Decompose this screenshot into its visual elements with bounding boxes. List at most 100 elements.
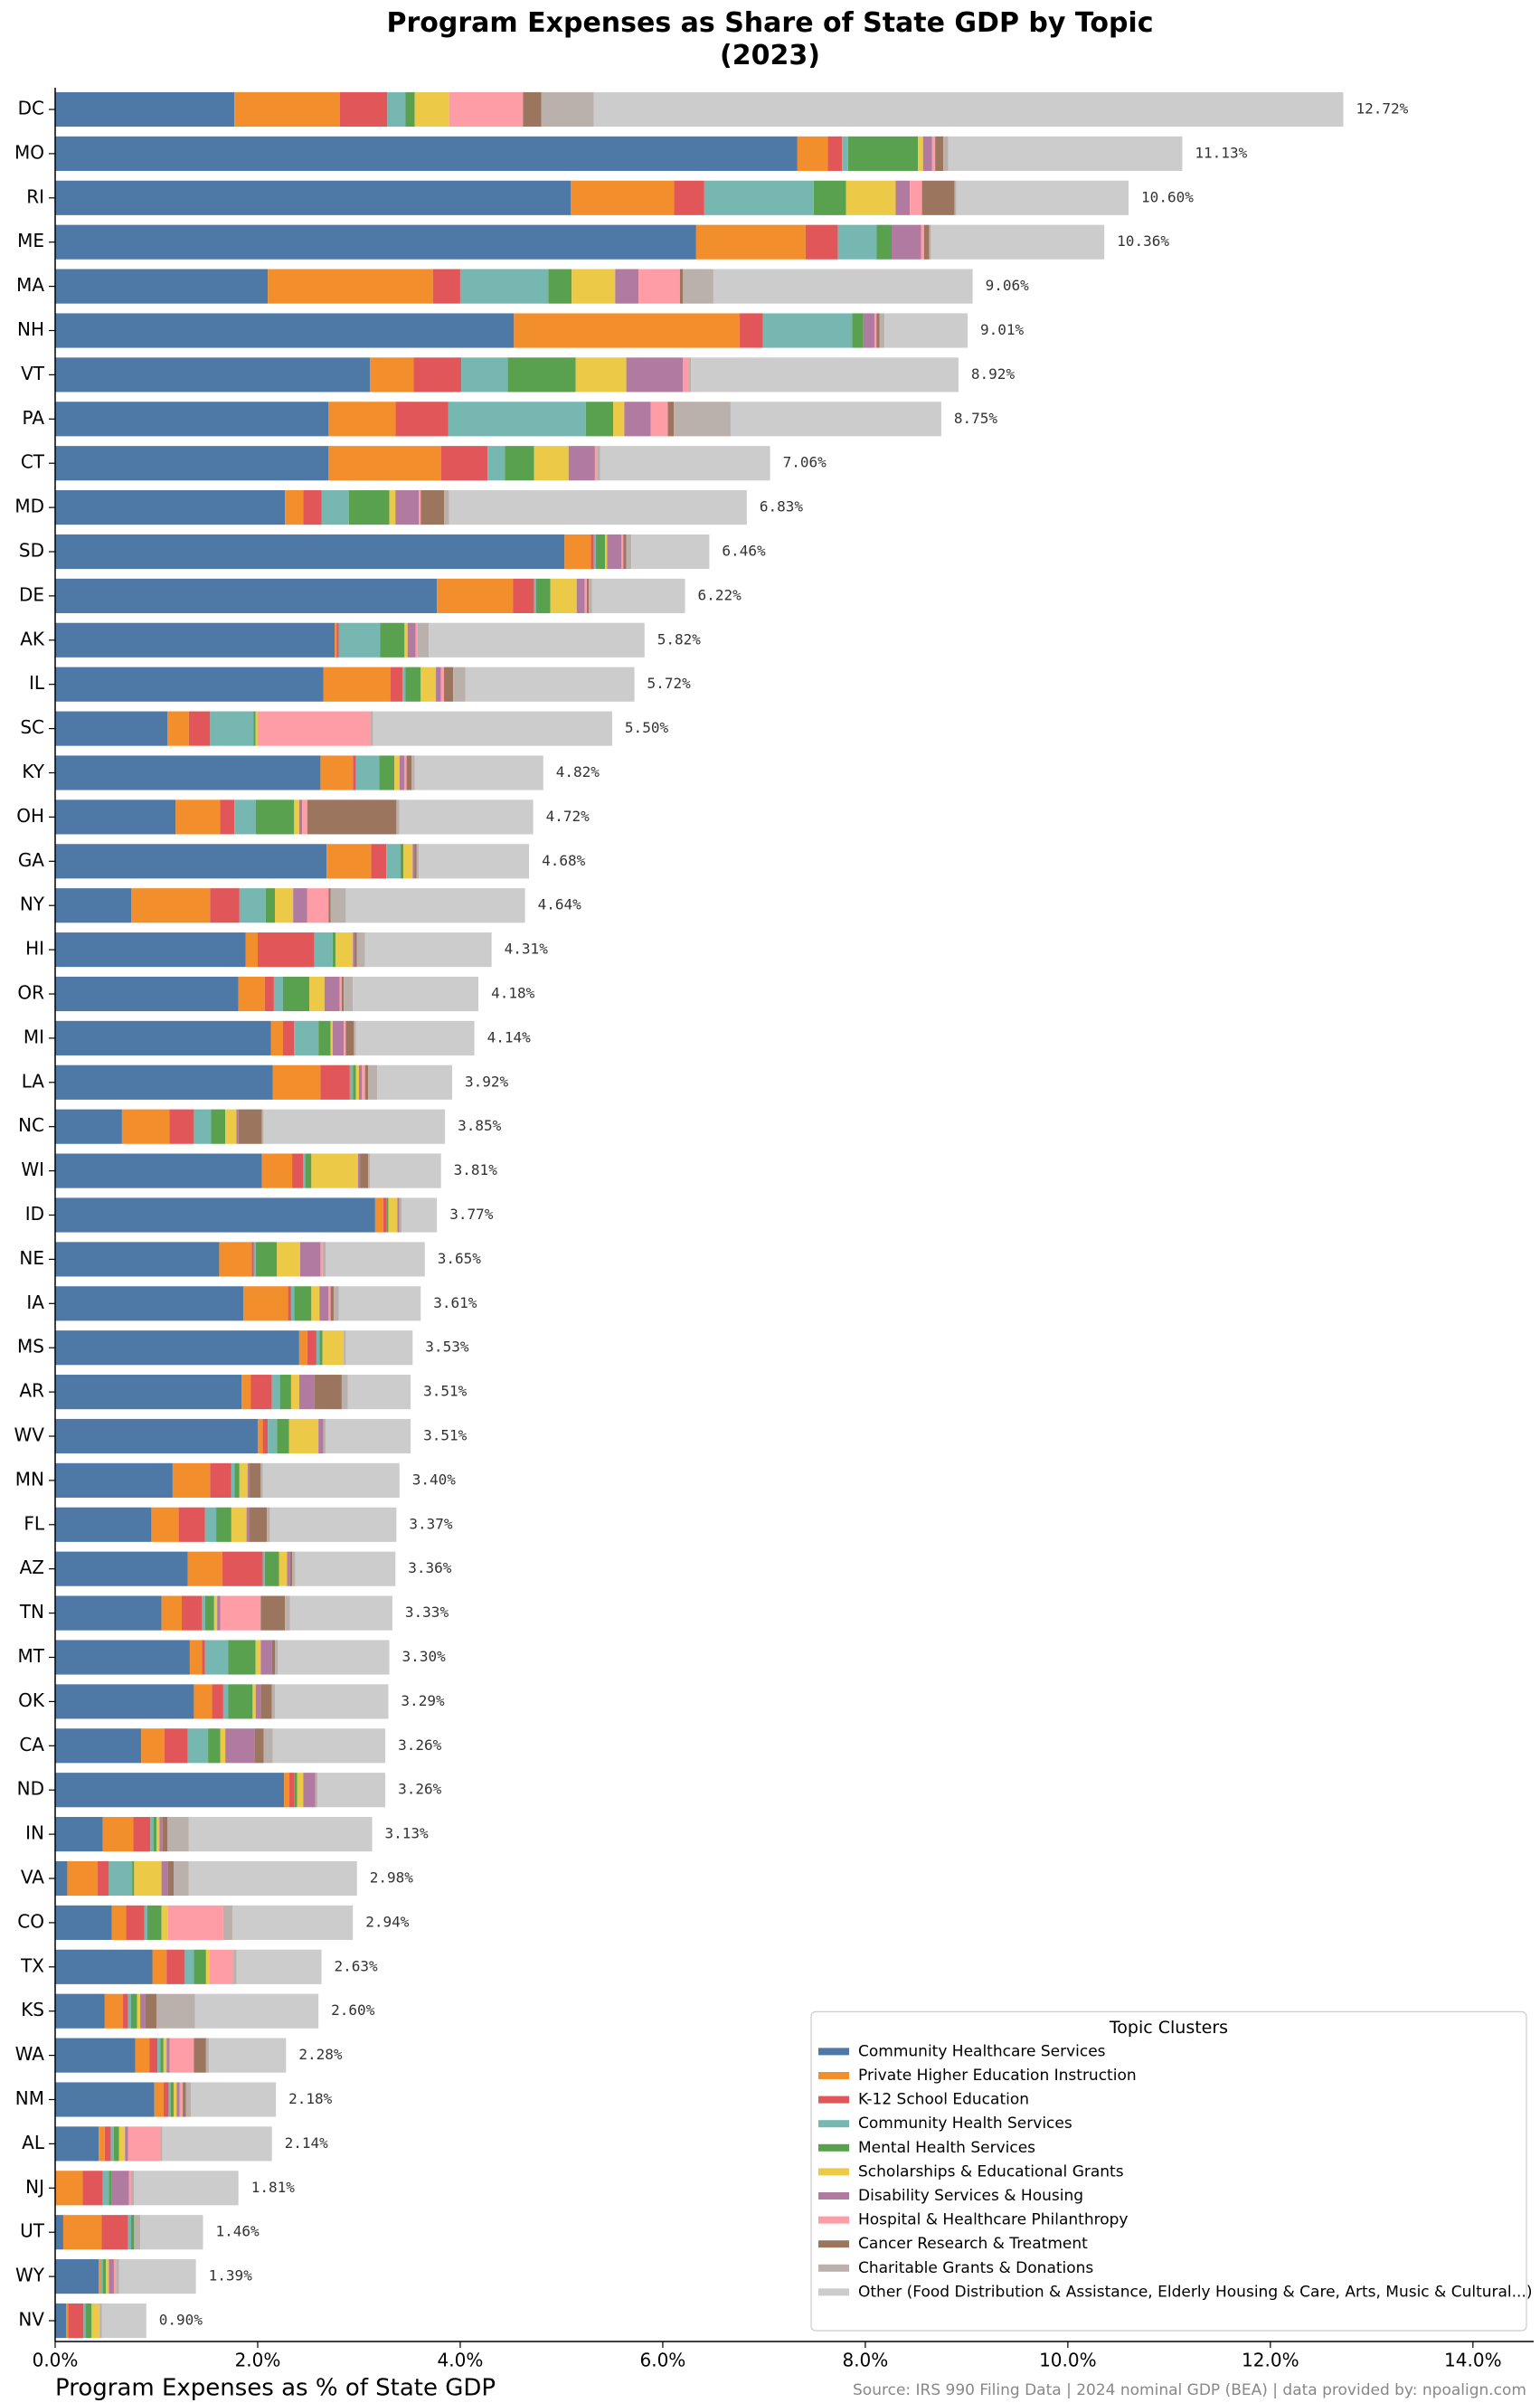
- legend-swatch: [818, 2096, 849, 2104]
- bar-segment: [163, 2082, 169, 2117]
- bar-segment: [876, 313, 880, 348]
- bar-segment: [638, 269, 680, 304]
- y-tick-label: UT: [20, 2220, 45, 2242]
- bar-segment: [154, 2082, 164, 2117]
- bar-segment: [548, 269, 572, 304]
- bar-segment: [262, 1551, 265, 1586]
- bar-segment: [161, 1905, 168, 1940]
- bar-segment: [210, 888, 240, 923]
- bar-segment: [320, 755, 354, 790]
- bar-segment: [174, 2082, 177, 2117]
- bar-segment: [302, 799, 307, 835]
- total-label: 2.60%: [331, 2001, 375, 2019]
- bar-segment: [55, 180, 572, 215]
- bar-segment: [118, 2259, 196, 2294]
- bar-segment: [236, 1109, 239, 1144]
- bar-segment: [360, 1153, 369, 1188]
- bar-segment: [631, 534, 710, 570]
- bar-segment: [209, 1949, 234, 1984]
- bar-segment: [123, 1993, 128, 2029]
- bar-segment: [568, 446, 595, 481]
- y-tick-label: WI: [21, 1159, 44, 1180]
- total-label: 5.72%: [647, 675, 692, 692]
- bar-segment: [55, 1507, 152, 1542]
- bar-segment: [314, 932, 333, 968]
- bar-segment: [348, 490, 390, 525]
- bar-segment: [353, 1064, 356, 1100]
- bar-segment: [268, 269, 433, 304]
- bar-segment: [263, 1109, 446, 1144]
- bar-segment: [956, 180, 1129, 215]
- bar-segment: [948, 136, 1183, 171]
- bar-segment: [847, 136, 919, 171]
- bar-segment: [354, 932, 357, 968]
- bar-segment: [437, 578, 514, 613]
- y-tick-label: NE: [19, 1247, 44, 1269]
- bar-segment: [55, 711, 168, 746]
- bar-segment: [600, 446, 770, 481]
- bar-segment: [174, 1860, 189, 1897]
- legend-swatch: [818, 2192, 849, 2200]
- bar-segment: [294, 1773, 298, 1808]
- bar-segment: [842, 136, 848, 171]
- total-label: 4.82%: [556, 763, 600, 781]
- bar-segment: [322, 1242, 326, 1277]
- bar-segment: [161, 1595, 182, 1631]
- bar-segment: [272, 1064, 321, 1100]
- bar-segment: [704, 180, 814, 215]
- y-tick-label: FL: [24, 1512, 45, 1534]
- bar-segment: [55, 799, 176, 835]
- bar-segment: [370, 1153, 441, 1188]
- bar-segment: [176, 2082, 180, 2117]
- bar-segment: [156, 1817, 160, 1852]
- bar-segment: [222, 1684, 229, 1719]
- bar-segment: [419, 844, 530, 879]
- y-tick-label: WV: [14, 1424, 45, 1446]
- bar-segment: [371, 844, 387, 879]
- bar-segment: [273, 976, 283, 1012]
- bar-segment: [194, 1949, 206, 1984]
- legend-swatch: [818, 2120, 849, 2128]
- legend-label: Community Health Services: [858, 2114, 1072, 2133]
- legend-swatch: [818, 2216, 849, 2224]
- y-tick-label: KS: [21, 1999, 44, 2020]
- bar-segment: [217, 1595, 221, 1631]
- bar-segment: [166, 1949, 185, 1984]
- bar-segment: [575, 357, 627, 393]
- bar-segment: [373, 711, 612, 746]
- bar-segment: [179, 2082, 184, 2117]
- y-tick-label: VA: [21, 1867, 44, 1888]
- bar-segment: [194, 1993, 319, 2029]
- bar-segment: [153, 1817, 156, 1852]
- bar-segment: [383, 1197, 387, 1233]
- bar-segment: [626, 534, 632, 570]
- y-tick-label: NM: [15, 2087, 44, 2109]
- bar-segment: [167, 711, 189, 746]
- bar-segment: [594, 446, 598, 481]
- bar-segment: [282, 976, 310, 1012]
- y-tick-label: GA: [18, 849, 44, 871]
- bar-segment: [183, 2082, 186, 2117]
- bar-segment: [892, 224, 921, 260]
- bar-segment: [740, 313, 763, 348]
- bar-segment: [395, 402, 449, 437]
- bar-segment: [184, 1949, 194, 1984]
- bar-segment: [253, 1242, 256, 1277]
- y-tick-label: MT: [18, 1645, 45, 1667]
- bar-segment: [584, 578, 587, 613]
- bar-segment: [55, 91, 235, 128]
- bar-segment: [116, 2259, 119, 2294]
- bar-segment: [220, 799, 235, 835]
- legend-swatch: [818, 2048, 849, 2056]
- bar-segment: [389, 490, 396, 525]
- bar-segment: [134, 2215, 141, 2250]
- bar-segment: [55, 1684, 194, 1719]
- bar-segment: [713, 269, 973, 304]
- total-label: 3.29%: [401, 1692, 445, 1709]
- legend-label: Hospital & Healthcare Philanthropy: [858, 2211, 1128, 2229]
- bar-segment: [328, 446, 441, 481]
- bar-segment: [683, 357, 690, 393]
- bar-segment: [260, 1640, 272, 1675]
- bar-segment: [55, 755, 321, 790]
- bar-segment: [157, 2038, 161, 2073]
